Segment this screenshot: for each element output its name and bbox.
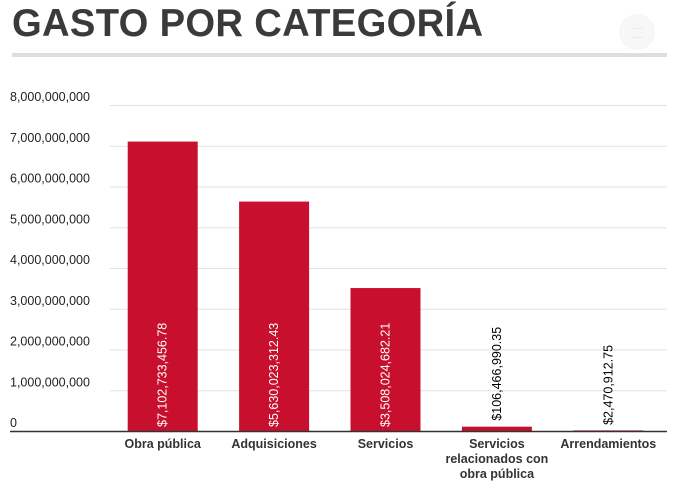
data-label: $106,466,990.35 <box>490 327 504 421</box>
bar[interactable] <box>573 430 644 431</box>
bar[interactable] <box>461 426 532 431</box>
x-category-label: relacionados con <box>445 452 548 466</box>
x-category-label: Servicios <box>358 437 414 451</box>
x-category-label: Arrendamientos <box>560 437 656 451</box>
data-label: $2,470,912.75 <box>601 345 615 425</box>
chart-menu-button[interactable] <box>619 14 655 50</box>
y-tick-label: 2,000,000,000 <box>10 335 90 349</box>
y-tick-label: 0 <box>10 416 17 430</box>
y-tick-label: 7,000,000,000 <box>10 131 90 145</box>
x-category-label: Adquisiciones <box>231 437 316 451</box>
bar[interactable] <box>239 201 310 431</box>
bar[interactable] <box>350 288 421 431</box>
x-category-label: Obra pública <box>124 437 201 451</box>
title-divider <box>12 53 667 57</box>
data-label: $7,102,733,456.78 <box>156 323 170 427</box>
data-label: $5,630,023,312.43 <box>267 323 281 427</box>
data-label: $3,508,024,682.21 <box>379 323 393 427</box>
y-tick-label: 4,000,000,000 <box>10 253 90 267</box>
bar[interactable] <box>127 141 198 432</box>
x-category-label: Servicios <box>469 437 525 451</box>
y-tick-label: 5,000,000,000 <box>10 212 90 226</box>
page-title: GASTO POR CATEGORÍA <box>12 2 484 45</box>
y-tick-label: 1,000,000,000 <box>10 375 90 389</box>
y-tick-label: 8,000,000,000 <box>10 90 90 104</box>
hamburger-menu-icon <box>631 28 643 38</box>
x-category-label: obra pública <box>460 467 535 481</box>
y-tick-label: 6,000,000,000 <box>10 172 90 186</box>
y-tick-label: 3,000,000,000 <box>10 294 90 308</box>
